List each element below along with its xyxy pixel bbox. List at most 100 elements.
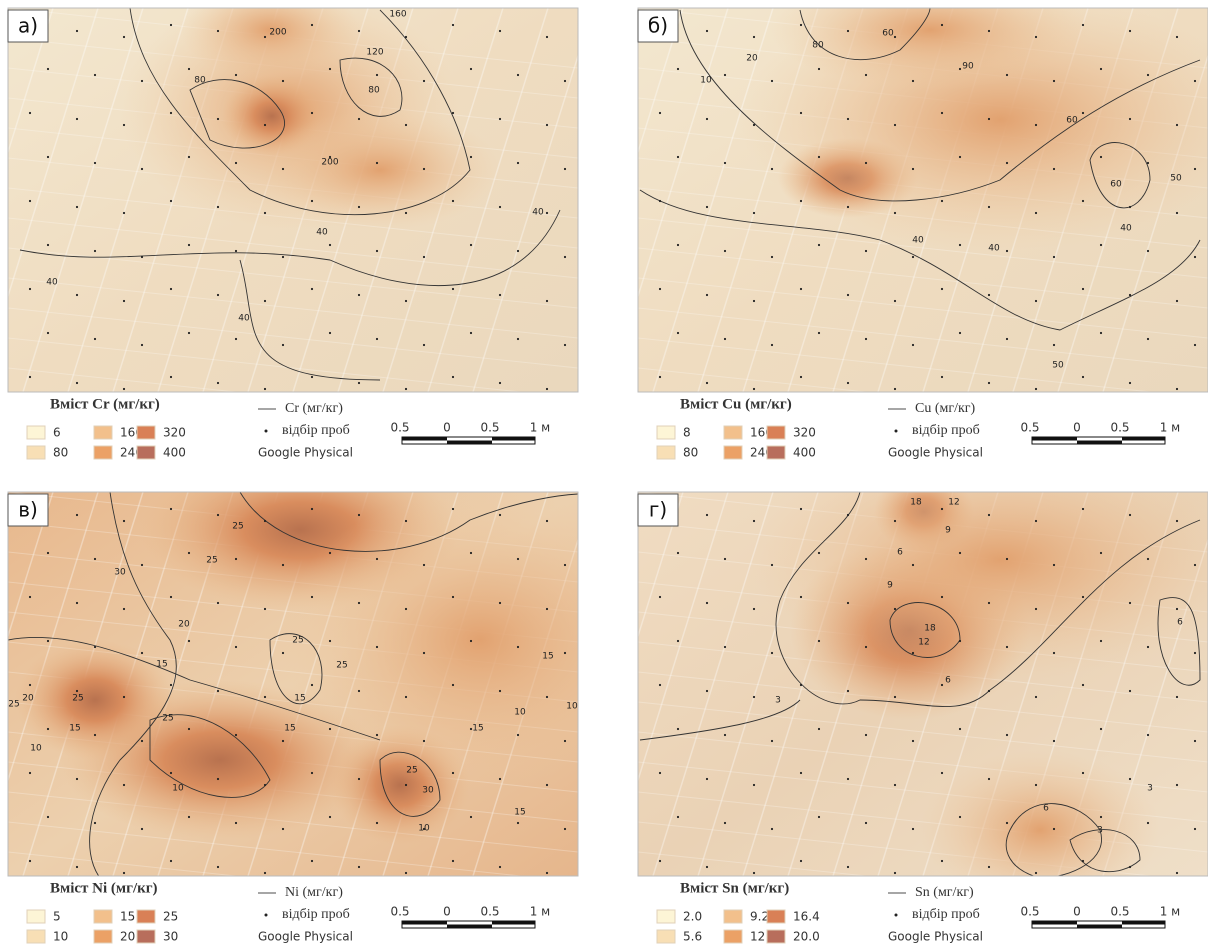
- sample-point: [941, 376, 943, 378]
- sample-point: [94, 734, 96, 736]
- sample-point: [311, 376, 313, 378]
- sample-point: [423, 256, 425, 258]
- scale-label: 0.5: [390, 421, 409, 435]
- sample-point: [423, 168, 425, 170]
- legend-title: Вміст Ni (мг/кг): [50, 880, 158, 896]
- legend-class: 6: [53, 426, 61, 440]
- sample-point: [76, 294, 78, 296]
- legend-class: 5.6: [683, 930, 702, 944]
- sample-point: [170, 772, 172, 774]
- scale-label: 0.5: [390, 905, 409, 919]
- legend-swatch: [137, 910, 155, 923]
- sample-point: [564, 256, 566, 258]
- sample-point: [76, 602, 78, 604]
- sample-point: [188, 244, 190, 246]
- basemap-label: Google Physical: [258, 930, 353, 944]
- legend-class: 10: [53, 930, 68, 944]
- sample-point: [358, 118, 360, 120]
- sample-point: [123, 212, 125, 214]
- sample-point: [329, 816, 331, 818]
- legend-swatch: [767, 426, 785, 439]
- sample-point: [235, 646, 237, 648]
- sample-point: [264, 608, 266, 610]
- sample-point: [76, 514, 78, 516]
- sample-point: [800, 24, 802, 26]
- legend-swatch: [657, 930, 675, 943]
- contour-label: 40: [46, 278, 58, 288]
- sample-point: [29, 376, 31, 378]
- sample-point: [546, 36, 548, 38]
- sample-point: [264, 696, 266, 698]
- sample-point: [564, 652, 566, 654]
- sample-point: [546, 388, 548, 390]
- sample-point: [29, 772, 31, 774]
- contour-label: 15: [514, 808, 525, 818]
- sample-point: [123, 36, 125, 38]
- legend-swatch: [27, 426, 45, 439]
- legend-swatch: [767, 930, 785, 943]
- sample-point: [264, 388, 266, 390]
- sample-point: [1147, 74, 1149, 76]
- contour-label: 6: [1043, 804, 1049, 814]
- sample-point: [94, 558, 96, 560]
- sample-point: [753, 520, 755, 522]
- contour-label: 160: [389, 10, 406, 20]
- legend-title: Вміст Cu (мг/кг): [680, 396, 792, 412]
- legend-point-icon: [895, 430, 898, 433]
- sample-point: [470, 552, 472, 554]
- sample-point: [47, 332, 49, 334]
- sample-point: [894, 212, 896, 214]
- sample-point: [235, 558, 237, 560]
- sample-point: [753, 696, 755, 698]
- sample-point: [753, 784, 755, 786]
- sample-point: [1006, 822, 1008, 824]
- sample-point: [1176, 36, 1178, 38]
- sample-point: [1100, 816, 1102, 818]
- contour-label: 12: [918, 638, 929, 648]
- sample-point: [865, 250, 867, 252]
- sample-point: [706, 602, 708, 604]
- sample-point: [1100, 728, 1102, 730]
- sample-point: [1129, 294, 1131, 296]
- sample-point: [452, 596, 454, 598]
- sample-point: [1194, 564, 1196, 566]
- sample-point: [170, 684, 172, 686]
- sample-point: [912, 80, 914, 82]
- panel-label: а): [18, 14, 38, 38]
- sample-point: [47, 728, 49, 730]
- contour-label: 3: [1147, 784, 1153, 794]
- sample-point: [546, 608, 548, 610]
- sample-point: [1006, 162, 1008, 164]
- sample-point: [358, 30, 360, 32]
- sample-point: [1194, 80, 1196, 82]
- sample-point: [329, 244, 331, 246]
- sample-point: [452, 24, 454, 26]
- sample-point: [1100, 552, 1102, 554]
- legend-point-icon: [265, 914, 268, 917]
- sample-point: [847, 690, 849, 692]
- sample-point: [659, 376, 661, 378]
- scale-label: 1 м: [530, 905, 551, 919]
- sample-point: [1006, 250, 1008, 252]
- sample-point: [894, 784, 896, 786]
- sample-point: [1194, 828, 1196, 830]
- legend-class: 20: [120, 930, 135, 944]
- sample-point: [1100, 156, 1102, 158]
- sample-point: [1176, 212, 1178, 214]
- scale-bar-seg: [1122, 921, 1165, 925]
- scale-label: 1 м: [1160, 905, 1181, 919]
- sample-point: [706, 514, 708, 516]
- contour-label: 3: [775, 696, 781, 706]
- sample-point: [29, 112, 31, 114]
- sample-point: [659, 112, 661, 114]
- sample-point: [499, 382, 501, 384]
- legend-class: 320: [793, 426, 816, 440]
- contour-label: 6: [945, 676, 951, 686]
- sample-point: [1129, 30, 1131, 32]
- sample-point: [546, 520, 548, 522]
- sample-point: [894, 520, 896, 522]
- sample-point: [941, 508, 943, 510]
- sample-point: [499, 514, 501, 516]
- sample-point: [1147, 734, 1149, 736]
- contour-label: 15: [69, 724, 80, 734]
